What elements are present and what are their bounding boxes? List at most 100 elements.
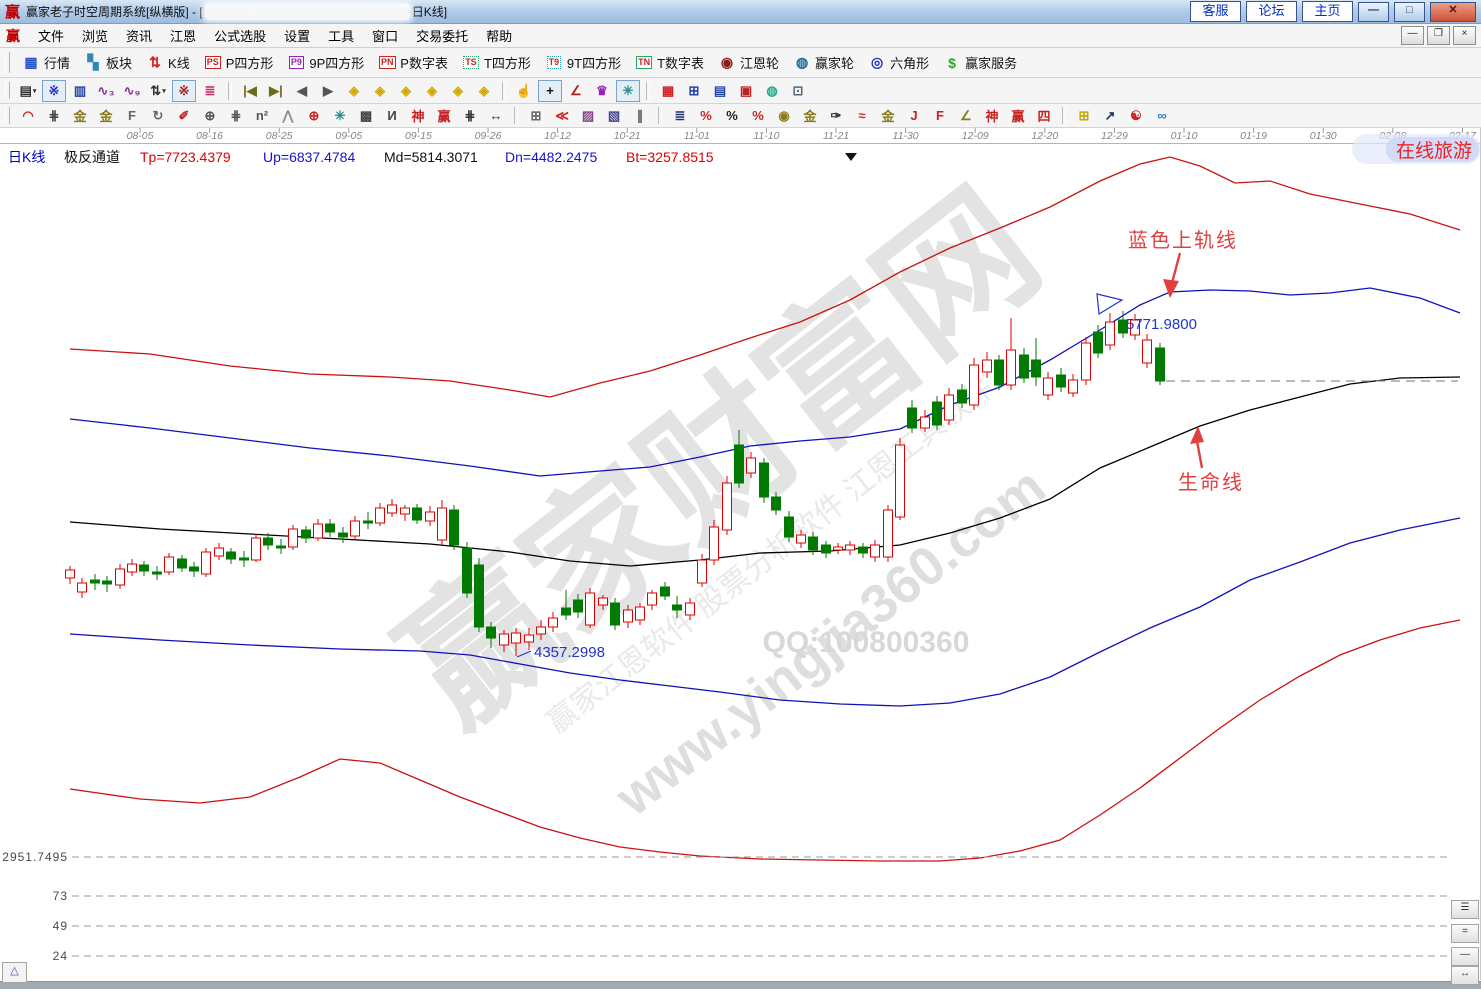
menu-item-2[interactable]: 浏览 [82,29,109,44]
draw-price-comb-icon[interactable]: ⋕ [48,107,60,123]
toolbar-9p-square-button[interactable]: P9 9P四方形 [280,51,371,74]
menu-item-9[interactable]: 交易委托 [416,29,469,44]
tool-compress-all-icon[interactable]: ◈ [453,82,463,98]
tool-pattern-red-icon[interactable]: ※ [172,79,196,102]
tool-calculator-icon[interactable]: ⊞ [688,82,700,98]
draw-f-split-icon[interactable]: F [128,108,136,123]
draw-infinity-icon[interactable]: ∞ [1157,108,1167,123]
draw-square-spiral-icon[interactable]: ▩ [359,107,373,123]
maximize-button[interactable]: □ [1394,1,1425,22]
tool-pan-right-icon[interactable]: ◈ [375,82,385,98]
draw-time-comb-icon[interactable]: ⋕ [230,107,242,123]
customer-service-button[interactable]: 客服 [1190,1,1241,22]
draw-fan-grid-2-icon[interactable]: ▧ [607,107,621,123]
draw-wave-band-icon[interactable]: ≈ [858,108,866,123]
pane-restore-1-button[interactable]: ☰ [1451,900,1479,919]
draw-gold-circle-icon[interactable]: ◉ [778,107,790,123]
pane-restore-2-button[interactable]: = [1451,924,1479,943]
draw-draw-arc-icon[interactable]: ◠ [22,107,34,123]
toolbar-t-number-table-button[interactable]: TN T数字表 [628,51,711,74]
draw-time-circle-icon[interactable]: ⊕ [204,107,216,123]
toolbar-9t-square-button[interactable]: T9 9T四方形 [538,51,628,74]
horizontal-scrollbar[interactable] [0,981,1481,989]
draw-percent-line-icon[interactable]: % [752,108,764,123]
toolbar-p-number-table-button[interactable]: PN P数字表 [371,51,455,74]
tool-web-stats-icon[interactable]: ◍ [766,82,778,98]
draw-target-circle-icon[interactable]: ⊕ [308,107,320,123]
draw-gold-split-2-icon[interactable]: 金 [99,109,113,124]
tool-info-panel-icon[interactable]: ▥ [73,82,87,98]
tool-memo-icon[interactable]: ▤ [713,82,727,98]
menu-item-10[interactable]: 帮助 [486,29,513,44]
draw-k-marker-icon[interactable]: И [387,108,397,123]
toolbar-kline-button[interactable]: ⇅ K线 [139,51,197,74]
toolbar-sectors-button[interactable]: ▚ 板块 [77,51,139,74]
draw-ink-marker-icon[interactable]: ✑ [830,107,842,123]
tool-expand-all-icon[interactable]: ◈ [479,82,489,98]
menu-item-1[interactable]: 文件 [38,29,65,44]
draw-trend-draw-icon[interactable]: ↗ [1104,107,1116,123]
forum-button[interactable]: 论坛 [1246,1,1297,22]
tool-wave-3-icon[interactable]: ∿₃ [97,82,115,98]
tool-first-page-icon[interactable]: |◀ [243,82,257,98]
menu-item-3[interactable]: 资讯 [126,29,153,44]
tool-volume-histogram-icon[interactable]: ≣ [204,82,216,98]
toolbar-t-square-button[interactable]: TS T四方形 [455,51,538,74]
tool-print-icon[interactable]: ⊡ [792,82,804,98]
draw-red-beam-icon[interactable]: ≪ [555,107,569,123]
draw-f-angle-icon[interactable]: F [936,108,944,123]
pane-restore-3-button[interactable]: — [1451,947,1479,966]
tool-kline-layout-icon[interactable]: ▤ ▾ [19,82,37,98]
tool-angle-measure-icon[interactable]: ∠ [570,82,582,98]
toolbar-p-square-button[interactable]: PS P四方形 [197,51,281,74]
tool-pattern-blue-icon[interactable]: ※ [42,79,66,102]
menu-item-4[interactable]: 江恩 [170,29,197,44]
toolbar-winner-wheel-button[interactable]: ◍ 赢家轮 [786,51,861,74]
draw-percent-strike-icon[interactable]: % [700,108,712,123]
draw-gold-underline-icon[interactable]: 金 [881,109,895,124]
draw-spiral-tool-icon[interactable]: ↻ [152,107,164,123]
draw-ruler-123-icon[interactable]: ⋕ [464,107,476,123]
mdi-restore-button[interactable]: ❐ [1427,26,1450,45]
draw-shen-angle-icon[interactable]: 神 [985,109,999,124]
draw-parallel-lines-icon[interactable]: ∥ [636,107,644,123]
draw-ying-angle-icon[interactable]: 赢 [1011,109,1025,124]
tool-candle-tool-icon[interactable]: ⇅ ▾ [150,82,166,98]
mdi-minimize-button[interactable]: — [1401,26,1424,45]
tool-drag-hand-icon[interactable]: ☝ [515,82,533,98]
draw-taiji-icon[interactable]: ☯ [1130,107,1142,123]
tool-wave-9-icon[interactable]: ∿₉ [123,82,141,98]
toolbar-winner-service-button[interactable]: $ 赢家服务 [936,51,1024,74]
tool-prev-page-icon[interactable]: ◀ [297,82,307,98]
draw-shen-tool-icon[interactable]: 神 [411,109,425,124]
tool-pan-left-icon[interactable]: ◈ [349,82,359,98]
draw-span-arrow-icon[interactable]: ↔ [489,108,503,123]
tool-expand-x-icon[interactable]: ◈ [427,82,437,98]
draw-fan-grid-icon[interactable]: ▨ [581,107,595,123]
draw-gold-split-1-icon[interactable]: 金 [73,109,87,124]
tool-save-icon[interactable]: ▣ [739,82,753,98]
draw-n-squared-icon[interactable]: n² [255,108,269,123]
tool-compress-x-icon[interactable]: ◈ [401,82,411,98]
menu-item-8[interactable]: 窗口 [372,29,399,44]
draw-red-brush-icon[interactable]: ✐ [178,107,190,123]
menu-item-7[interactable]: 工具 [328,29,355,44]
draw-column-chart-icon[interactable]: ≣ [674,107,686,123]
draw-box-measure-icon[interactable]: ⊞ [530,107,542,123]
draw-j-angle-icon[interactable]: J [910,108,918,123]
pane-collapse-button[interactable]: △ [2,962,27,983]
draw-gold-angle-icon[interactable]: ∠ [960,107,972,123]
draw-si-angle-icon[interactable]: 四 [1037,109,1051,124]
menu-item-5[interactable]: 公式选股 [214,29,267,44]
draw-mirror-angle-icon[interactable]: ⋀ [282,107,294,123]
minimize-button[interactable]: — [1358,1,1389,22]
draw-grid-highlight-icon[interactable]: ⊞ [1078,107,1090,123]
homepage-button[interactable]: 主页 [1302,1,1353,22]
close-button[interactable]: ✕ [1430,1,1476,22]
tool-pattern-teal-icon[interactable]: ✳ [616,79,640,102]
pane-restore-4-button[interactable]: ↔ [1451,966,1479,985]
tool-calendar-icon[interactable]: ▦ [661,82,675,98]
tool-crosshair-icon[interactable]: + [538,79,562,102]
draw-percent-icon[interactable]: % [726,108,738,123]
